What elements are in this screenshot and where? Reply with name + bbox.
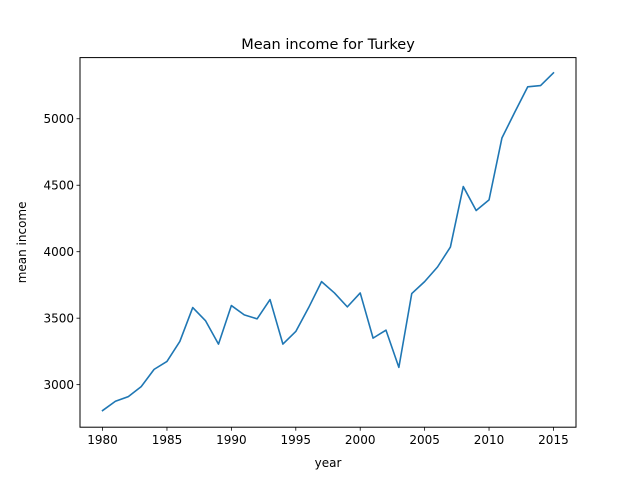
chart-title: Mean income for Turkey [241, 37, 415, 53]
x-axis-label: year [315, 456, 342, 470]
y-axis-label: mean income [15, 202, 29, 284]
series-line [101, 71, 555, 412]
y-tick-label: 5000 [43, 112, 74, 126]
x-tick-label: 2015 [538, 433, 569, 447]
y-axis-ticks: 3000 3500 4000 4500 5000 [43, 112, 80, 392]
x-axis-ticks: 1980 1985 1990 1995 2000 2005 2010 2015 [87, 427, 569, 447]
x-tick-label: 2010 [474, 433, 505, 447]
x-tick-label: 1995 [281, 433, 312, 447]
x-tick-label: 1985 [152, 433, 183, 447]
x-tick-label: 2005 [409, 433, 440, 447]
y-tick-label: 3500 [43, 311, 74, 325]
series-layer [101, 71, 555, 412]
y-tick-label: 4000 [43, 245, 74, 259]
y-tick-label: 3000 [43, 378, 74, 392]
x-tick-label: 2000 [345, 433, 376, 447]
plot-area [80, 57, 576, 428]
x-tick-label: 1980 [87, 433, 118, 447]
x-tick-label: 1990 [216, 433, 247, 447]
axes-frame [79, 57, 577, 428]
y-tick-label: 4500 [43, 179, 74, 193]
